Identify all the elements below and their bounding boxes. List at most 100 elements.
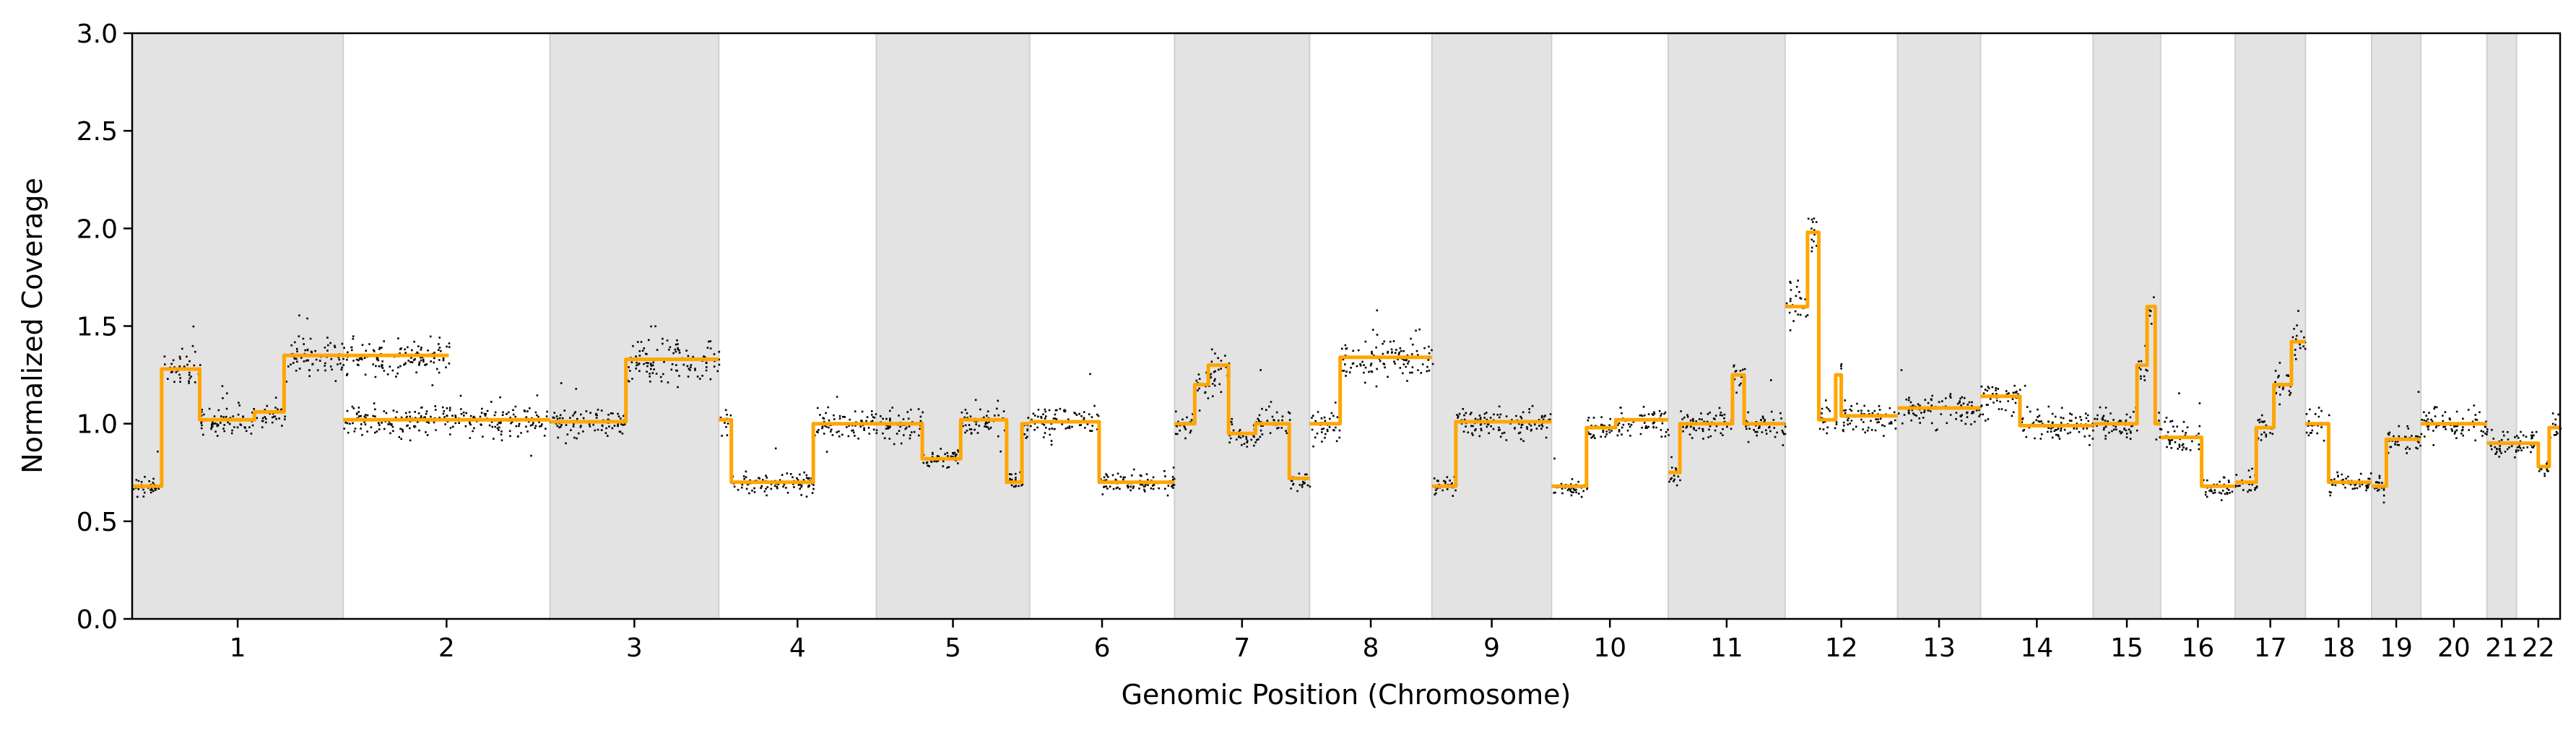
x-tick-label-chr4: 4 [789,633,806,663]
y-tick-label: 1.0 [77,410,118,440]
segment-line-chr16 [2160,435,2235,488]
x-tick-label-chr21: 21 [2485,633,2518,663]
y-tick-label: 1.5 [77,313,118,342]
x-tick-label-chr12: 12 [1825,633,1858,663]
coverage-points-chr6 [1100,467,1176,497]
coverage-points-chr4 [719,409,734,437]
coverage-points-chr17 [2235,467,2258,493]
segment-line-chr1 [132,353,449,488]
coverage-points-chr12 [1818,399,1838,435]
y-axis: 0.0 0.5 1.0 1.5 2.0 2.5 3.0 [77,19,132,635]
x-tick-label-chr1: 1 [230,633,246,663]
coverage-points-chr22 [2516,430,2538,454]
segment-line-chr12 [1784,230,1898,422]
segment-line-chr22 [2516,425,2560,469]
x-tick-label-chr6: 6 [1094,633,1111,663]
segment-line-chr7 [1174,363,1310,480]
coverage-points-chr8 [1341,309,1434,388]
chromosome-band-17 [2235,33,2306,619]
segment-line-chr17 [2235,339,2306,485]
coverage-points-chr2 [343,394,552,457]
coverage-points-chr5 [922,448,963,469]
x-tick-label-chr8: 8 [1363,633,1379,663]
x-tick-label-chr3: 3 [626,633,643,663]
chromosome-band-13 [1897,33,1981,619]
segment-line-chr14 [1980,394,2094,428]
chromosome-band-1 [132,33,344,619]
segment-line-chr3 [550,357,719,424]
coverage-points-chr7 [1174,410,1196,440]
coverage-points-chr16 [2161,392,2202,451]
y-tick-label: 2.5 [77,117,118,147]
x-tick-label-chr19: 19 [2380,633,2413,663]
segment-line-chr19 [2372,437,2421,488]
x-axis-label: Genomic Position (Chromosome) [1122,679,1571,711]
coverage-points-chr1 [200,385,255,437]
chromosome-band-3 [550,33,719,619]
segment-line-chr11 [1668,373,1785,474]
coverage-points-chr13 [1897,369,1983,432]
y-tick-label: 0.5 [77,508,118,537]
coverage-points-chr6 [1030,373,1101,446]
chromosome-band-9 [1431,33,1552,619]
x-tick-label-chr7: 7 [1233,633,1250,663]
coverage-points-chr5 [960,399,1006,453]
coverage-points-chr19 [2387,391,2423,454]
coverage-points-chr4 [731,447,815,498]
segment-line-chr9 [1431,420,1552,488]
coverage-points-chr5 [1009,471,1024,488]
coverage-points-chr14 [2020,384,2094,446]
coverage-points-chr7 [1208,348,1231,397]
coverage-points-chr5 [878,407,924,446]
chromosome-band-21 [2486,33,2517,619]
x-tick-label-chr15: 15 [2110,633,2143,663]
chromosome-band-5 [876,33,1030,619]
y-tick-label: 0.0 [77,605,118,635]
coverage-points-chr9 [1433,475,1457,497]
x-tick-label-chr22: 22 [2522,633,2555,663]
x-axis: 1 2 3 4 5 6 7 8 9 10 11 12 13 14 15 16 17 18 19 20 21 22 [230,619,2555,663]
x-tick-label-chr17: 17 [2254,633,2287,663]
coverage-points-chr5 [1022,417,1030,439]
segment-lines [132,230,2560,488]
x-tick-label-chr14: 14 [2020,633,2053,663]
chromosome-band-19 [2371,33,2421,619]
y-tick-label: 2.0 [77,214,118,244]
coverage-points-chr15 [2094,406,2138,440]
x-tick-label-chr18: 18 [2322,633,2355,663]
coverage-points-chr12 [1842,399,1897,437]
chromosome-bands [131,33,2518,619]
coverage-points-chr10 [1616,406,1670,438]
coverage-points-chr1 [256,396,286,428]
coverage-points-chr7 [1256,369,1291,441]
coverage-points-chr8 [1311,402,1341,448]
y-axis-label: Normalized Coverage [17,178,48,474]
x-tick-label-chr20: 20 [2437,633,2471,663]
x-tick-label-chr10: 10 [1593,633,1626,663]
x-tick-label-chr2: 2 [438,633,455,663]
coverage-points-chr19 [2374,474,2388,504]
x-tick-label-chr16: 16 [2182,633,2215,663]
x-tick-label-chr13: 13 [1922,633,1956,663]
chromosome-band-7 [1174,33,1310,619]
coverage-points-chr10 [1553,457,1589,498]
coverage-points-chr17 [2256,414,2274,441]
x-tick-label-chr9: 9 [1483,633,1500,663]
segment-line-chr15 [2093,305,2161,426]
plot-frame [131,32,2562,620]
coverage-points-chr7 [1228,417,1258,448]
coverage-points-chr18 [2305,407,2330,442]
segment-line-chr10 [1551,417,1669,488]
chromosome-band-11 [1668,33,1785,619]
coverage-points-chr14 [1980,384,2022,422]
coverage-points-chr16 [2203,476,2237,501]
x-tick-label-chr5: 5 [945,633,961,663]
x-tick-label-chr11: 11 [1710,633,1743,663]
coverage-points-chr11 [1668,456,1681,487]
segment-line-chr5 [876,417,1030,485]
segment-line-chr18 [2305,422,2372,485]
coverage-points [132,217,2562,504]
coverage-points-chr12 [1839,363,1844,388]
segment-line-chr6 [1029,420,1175,485]
